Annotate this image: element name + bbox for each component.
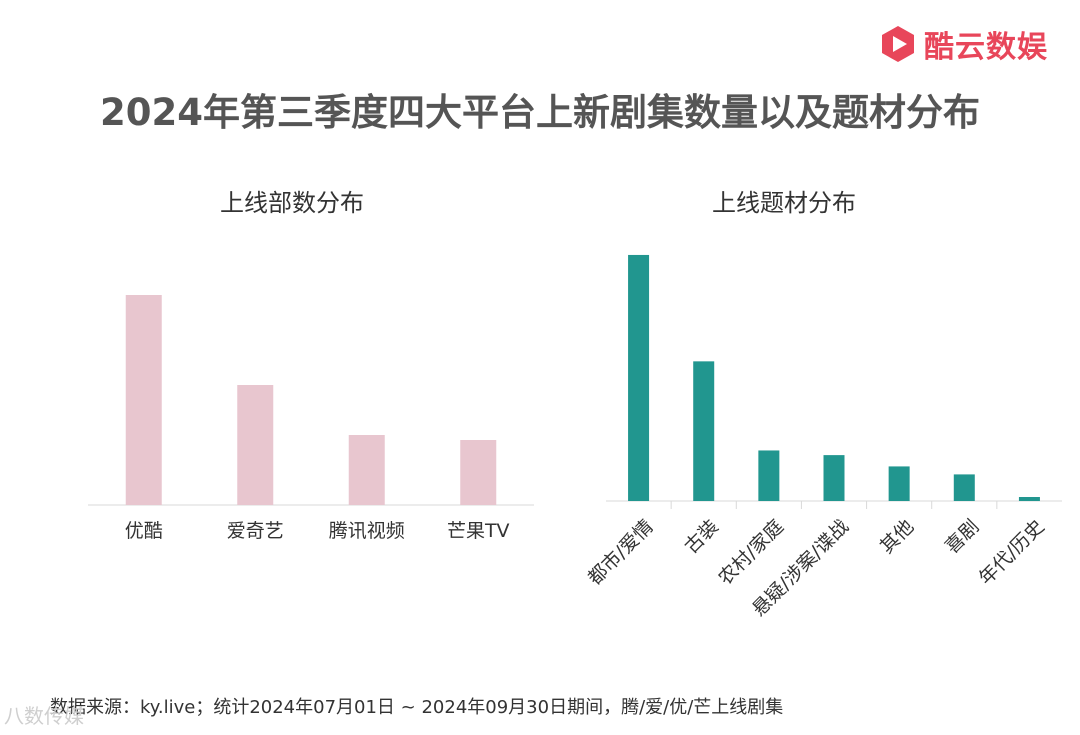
bar-4: [888, 466, 910, 501]
x-tick-label: 喜剧: [941, 516, 983, 558]
x-tick-label: 腾讯视频: [329, 520, 405, 542]
brand-name: 酷云数娱: [924, 30, 1048, 65]
play-hexagon-icon: [882, 26, 914, 62]
page-title: 2024年第三季度四大平台上新剧集数量以及题材分布: [100, 91, 980, 134]
x-tick-label: 爱奇艺: [227, 520, 284, 542]
brand-logo: 酷云数娱: [880, 22, 1048, 66]
bar-0: [628, 254, 650, 501]
bar-6: [1018, 497, 1040, 501]
x-tick-label: 古装: [680, 516, 722, 558]
x-tick-label: 优酷: [125, 520, 163, 542]
x-tick-label: 芒果TV: [447, 520, 510, 542]
bar-2: [348, 435, 385, 505]
right-chart-title: 上线题材分布: [712, 189, 856, 217]
x-tick-label: 年代/历史: [975, 516, 1049, 590]
bar-3: [460, 440, 497, 505]
bar-5: [953, 474, 975, 501]
left-chart-title: 上线部数分布: [220, 189, 364, 217]
x-tick-label: 都市/爱情: [584, 516, 658, 590]
bar-1: [693, 361, 715, 501]
watermark: 八数传媒: [4, 704, 84, 728]
x-tick-label: 其他: [876, 516, 918, 558]
bar-1: [237, 385, 274, 505]
bar-3: [823, 455, 845, 501]
data-source-note: 数据来源：ky.live；统计2024年07月01日 ~ 2024年09月30日…: [50, 697, 784, 718]
bar-0: [125, 295, 162, 505]
bar-2: [758, 450, 780, 501]
